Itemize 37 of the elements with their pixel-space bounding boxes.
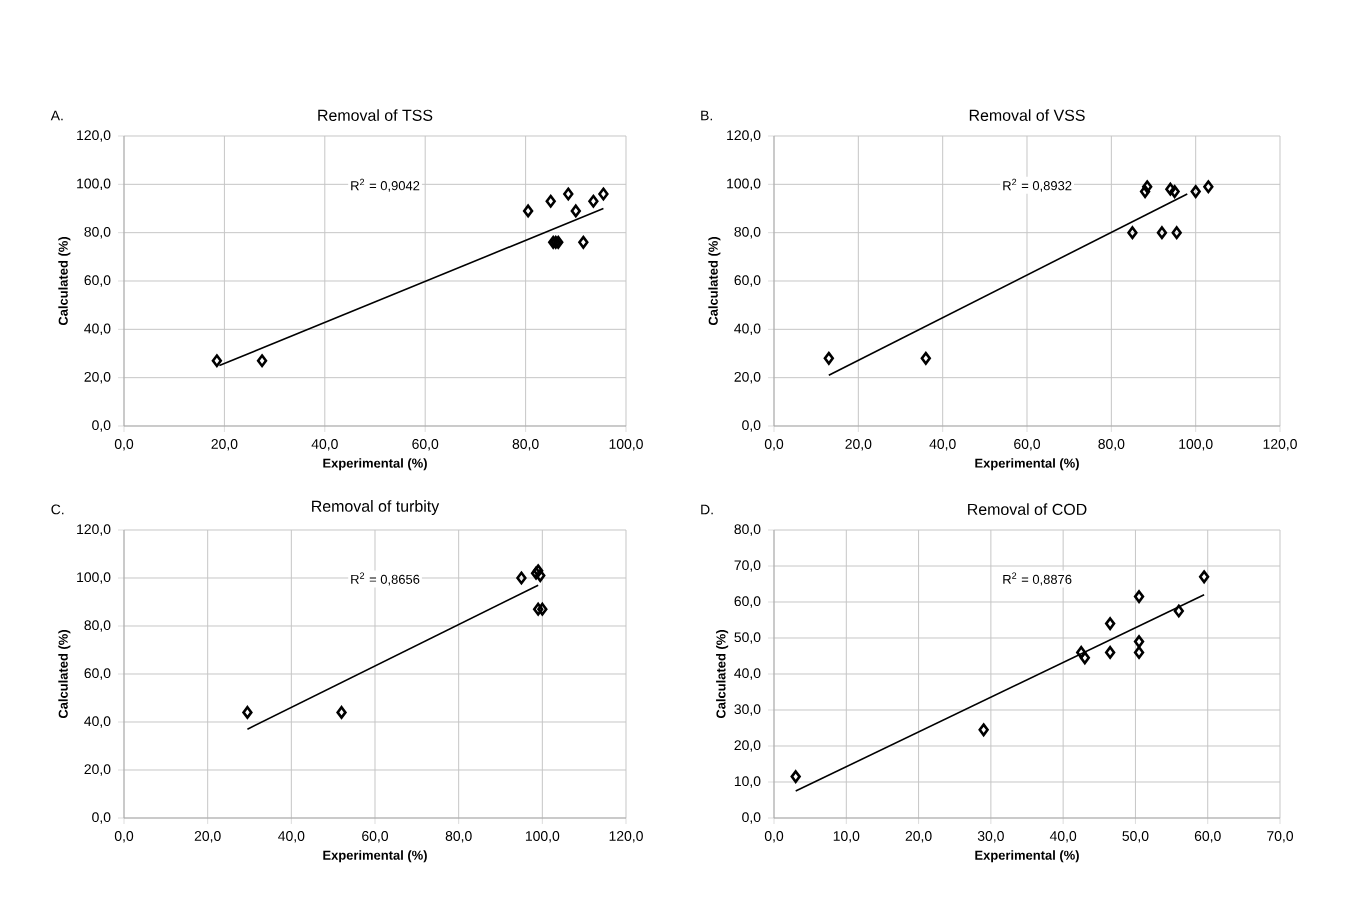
- point: [563, 187, 574, 201]
- point: [588, 194, 599, 208]
- point: [1127, 226, 1138, 240]
- point: [1139, 185, 1151, 199]
- point: [1104, 645, 1116, 659]
- point: [570, 204, 581, 218]
- point: [1173, 604, 1184, 618]
- point: [1133, 590, 1145, 604]
- point: [598, 187, 609, 201]
- point: [1171, 226, 1182, 240]
- point: [516, 571, 527, 585]
- point: [545, 194, 556, 208]
- point: [823, 351, 835, 365]
- point: [211, 354, 223, 368]
- point: [336, 705, 347, 719]
- point: [242, 705, 253, 719]
- point: [1156, 226, 1168, 240]
- point: [537, 602, 548, 616]
- point: [535, 569, 546, 583]
- point: [1142, 180, 1153, 194]
- point: [1104, 617, 1116, 631]
- point: [790, 770, 801, 784]
- point: [256, 354, 268, 368]
- point: [920, 351, 931, 365]
- point: [522, 204, 534, 218]
- point: [1169, 185, 1180, 199]
- point: [978, 723, 989, 737]
- point: [1198, 570, 1210, 584]
- point: [1076, 645, 1087, 659]
- point: [578, 235, 589, 249]
- point: [1165, 182, 1176, 196]
- point: [1079, 651, 1091, 665]
- point: [1203, 180, 1214, 194]
- point: [1190, 185, 1201, 199]
- point: [532, 602, 544, 616]
- point: [1133, 645, 1145, 659]
- point: [1133, 635, 1145, 649]
